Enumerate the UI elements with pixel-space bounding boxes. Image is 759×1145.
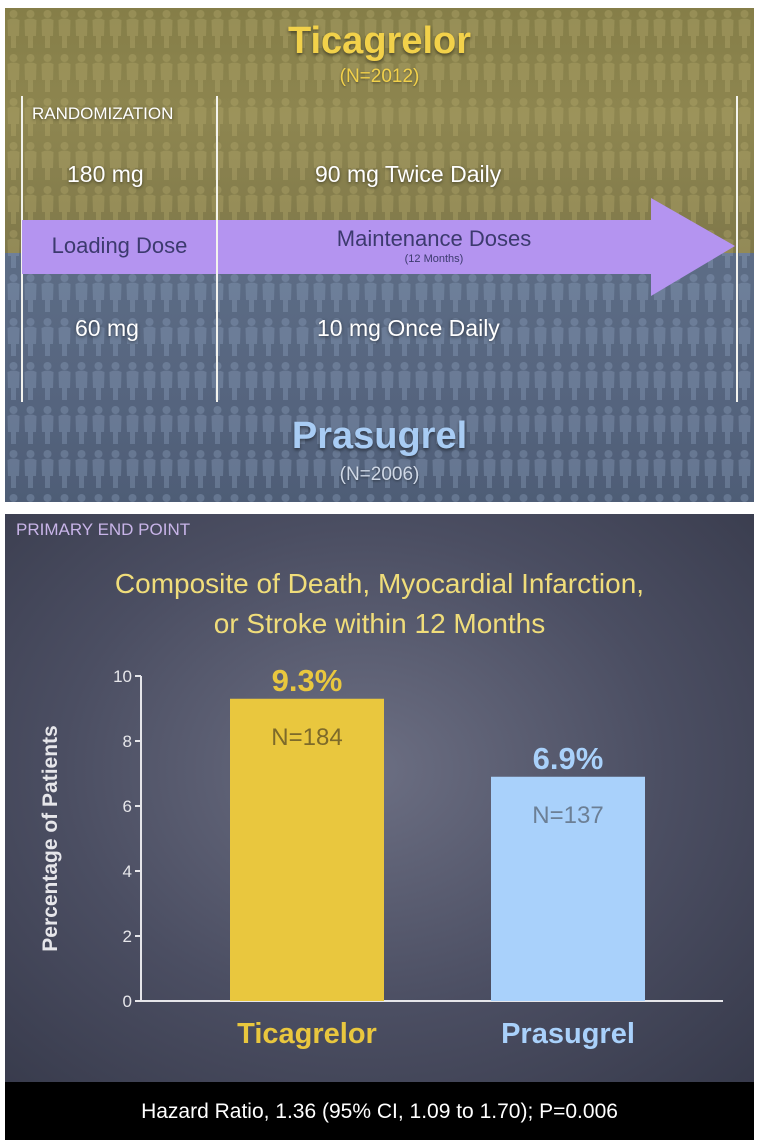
- ticagrelor-loading-dose: 180 mg: [67, 161, 144, 187]
- bar-n-label: N=184: [271, 724, 342, 751]
- treatment-timeline-arrow: [22, 198, 735, 296]
- study-design-panel: Ticagrelor (N=2012) RANDOMIZATION 180 mg…: [5, 8, 754, 502]
- primary-end-point-tag: PRIMARY END POINT: [16, 520, 191, 539]
- y-tick-label: 8: [123, 732, 132, 751]
- x-category-label: Ticagrelor: [237, 1018, 377, 1050]
- prasugrel-arm-n: (N=2006): [339, 464, 420, 485]
- bar-ticagrelor: [230, 698, 384, 1001]
- y-tick-label: 2: [123, 927, 132, 946]
- bar-n-label: N=137: [532, 802, 603, 829]
- primary-end-point-panel: PRIMARY END POINT Composite of Death, My…: [5, 514, 754, 1082]
- bar-value-label: 6.9%: [533, 741, 604, 776]
- prasugrel-arm-title: Prasugrel: [291, 415, 468, 457]
- x-category-label: Prasugrel: [501, 1018, 635, 1050]
- prasugrel-maintenance-dose: 10 mg Once Daily: [317, 315, 500, 341]
- bar-value-label: 9.3%: [272, 663, 343, 698]
- chart-title-line-2: or Stroke within 12 Months: [213, 608, 546, 639]
- maintenance-doses-label: Maintenance Doses: [336, 226, 532, 251]
- bar-prasugrel: [491, 776, 645, 1001]
- loading-dose-label: Loading Dose: [51, 233, 188, 258]
- bar-chart: 0 2 4 6 8 10 9.3% N=184 Ticagrelor 6.9% N=137 Prasu…: [39, 663, 723, 1050]
- prasugrel-loading-dose: 60 mg: [75, 315, 139, 341]
- end-of-treatment-line: [736, 96, 738, 402]
- randomization-label: RANDOMIZATION: [32, 104, 174, 123]
- ticagrelor-arm-n: (N=2012): [339, 66, 420, 87]
- hazard-ratio-text: Hazard Ratio, 1.36 (95% CI, 1.09 to 1.70…: [141, 1100, 618, 1123]
- chart-title-line-1: Composite of Death, Myocardial Infarctio…: [114, 568, 645, 599]
- maintenance-duration-label: (12 Months): [404, 253, 464, 265]
- y-tick-label: 4: [123, 862, 132, 881]
- ticagrelor-maintenance-dose: 90 mg Twice Daily: [315, 161, 502, 187]
- y-tick-label: 6: [123, 797, 132, 816]
- ticagrelor-arm-title: Ticagrelor: [287, 20, 472, 62]
- y-tick-label: 0: [123, 992, 132, 1011]
- y-tick-label: 10: [113, 667, 132, 686]
- crowd-silhouette-pattern: [5, 8, 754, 502]
- y-axis-label: Percentage of Patients: [39, 725, 62, 951]
- hazard-ratio-footer: Hazard Ratio, 1.36 (95% CI, 1.09 to 1.70…: [5, 1082, 754, 1140]
